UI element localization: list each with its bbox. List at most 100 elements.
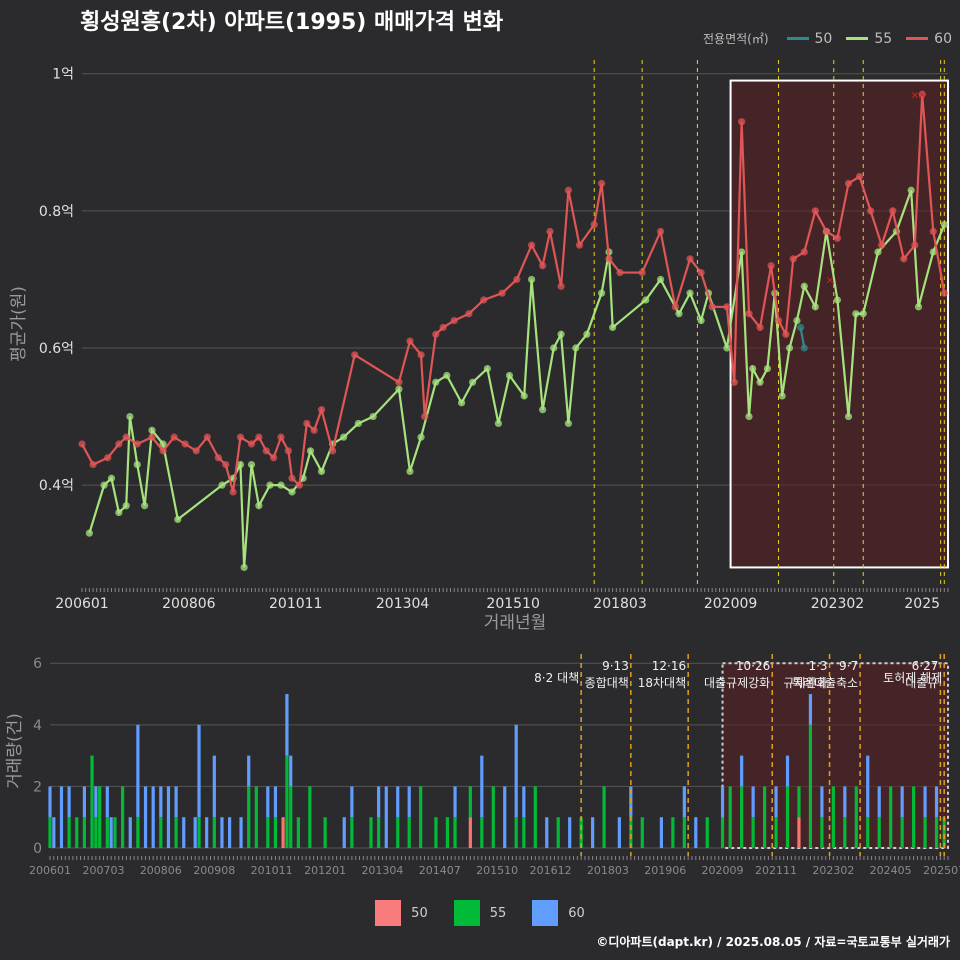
data-point-55 <box>756 378 764 386</box>
bar-60 <box>384 786 388 848</box>
legend-label-50: 50 <box>814 30 833 47</box>
data-point-55 <box>483 364 491 373</box>
data-point-60 <box>782 330 790 338</box>
bar-55 <box>785 786 790 848</box>
data-point-60 <box>303 419 311 428</box>
data-point-60 <box>270 454 278 462</box>
bar-55 <box>434 817 438 848</box>
data-point-60 <box>789 255 797 263</box>
legend-item-60: 60 <box>906 31 952 47</box>
bar-60 <box>143 786 148 848</box>
data-point-55 <box>572 344 580 352</box>
bar-60 <box>900 786 904 818</box>
legend-title: 전용면적(㎡) <box>702 32 769 46</box>
bar-60 <box>843 786 847 818</box>
data-point-60 <box>738 118 746 126</box>
data-point-55 <box>236 460 245 469</box>
cancelled-mark: × <box>825 273 834 286</box>
data-point-55 <box>406 467 414 476</box>
bar-60 <box>740 755 744 787</box>
data-point-60 <box>170 433 178 441</box>
bar-60 <box>659 817 664 848</box>
bar-55 <box>105 817 109 848</box>
bar-55 <box>843 817 847 848</box>
data-point-55 <box>354 419 362 428</box>
bar-55 <box>212 817 216 848</box>
bar-60 <box>720 786 725 818</box>
bar-60 <box>808 694 813 725</box>
bar-60 <box>934 786 939 818</box>
bar-55 <box>514 817 518 848</box>
bar-60 <box>545 817 549 848</box>
bar-55 <box>480 817 484 848</box>
bar-60 <box>407 786 411 818</box>
bar-55 <box>121 786 125 848</box>
bar-60 <box>522 786 526 818</box>
policy-label: 6·27 <box>912 659 939 673</box>
data-point-55 <box>940 220 948 229</box>
data-point-60 <box>465 310 473 318</box>
bar-55 <box>579 817 583 848</box>
data-point-55 <box>126 412 134 421</box>
x-axis-label: 거래년월 <box>484 613 547 633</box>
data-point-60 <box>564 186 573 194</box>
data-point-55 <box>598 289 606 297</box>
bar-legend-item-55: 55 <box>453 900 507 926</box>
data-point-60 <box>867 207 875 215</box>
bar-55 <box>159 817 163 848</box>
data-point-55 <box>457 399 466 407</box>
data-point-55 <box>527 275 536 284</box>
bar-55 <box>522 817 526 848</box>
data-point-60 <box>730 378 738 386</box>
data-point-60 <box>616 268 624 277</box>
data-point-55 <box>859 310 867 318</box>
data-point-55 <box>505 371 514 380</box>
data-point-55 <box>494 419 503 428</box>
bar-60 <box>568 817 572 848</box>
data-point-55 <box>133 460 141 469</box>
bar-y-tick-label: 2 <box>33 779 42 795</box>
bar-55 <box>728 786 732 848</box>
data-point-60 <box>889 207 897 215</box>
bar-55 <box>82 817 86 848</box>
data-point-55 <box>395 385 403 393</box>
bar-55 <box>174 817 178 848</box>
data-point-60 <box>247 440 256 448</box>
bar-50 <box>797 817 801 848</box>
data-point-55 <box>583 330 591 338</box>
bar-55 <box>323 817 327 848</box>
x-tick-label: 200806 <box>162 596 216 612</box>
x-tick-label: 201011 <box>269 596 322 612</box>
y-tick-label: 1억 <box>52 67 74 83</box>
bar-60 <box>820 786 824 818</box>
data-point-55 <box>369 412 377 421</box>
policy-label: 9·13 <box>602 659 629 673</box>
bar-55 <box>831 786 835 848</box>
data-point-50 <box>796 323 805 332</box>
bar-55 <box>419 786 423 848</box>
data-point-55 <box>675 310 683 318</box>
data-point-55 <box>852 310 860 318</box>
data-point-60 <box>417 351 425 359</box>
data-point-55 <box>148 426 156 434</box>
data-point-55 <box>738 248 746 256</box>
bar-legend: 50 55 60 <box>0 900 960 926</box>
data-point-55 <box>107 474 116 482</box>
bar-55 <box>682 817 686 848</box>
bar-x-tick-label: 201906 <box>644 864 686 877</box>
bar-x-tick-label: 202111 <box>755 864 797 877</box>
bar-55 <box>629 817 633 848</box>
bar-60 <box>136 724 140 818</box>
bar-60 <box>239 817 243 848</box>
data-point-60 <box>708 303 716 311</box>
bar-55 <box>90 755 94 848</box>
bar-55 <box>797 786 801 818</box>
bar-x-tick-label: 202302 <box>812 864 854 877</box>
bar-legend-label-55: 55 <box>489 905 507 921</box>
policy-label: 8·2 대책 <box>534 670 579 685</box>
bar-55 <box>369 817 373 848</box>
bar-55 <box>273 817 278 848</box>
bar-60 <box>48 786 52 818</box>
data-point-60 <box>236 433 245 441</box>
